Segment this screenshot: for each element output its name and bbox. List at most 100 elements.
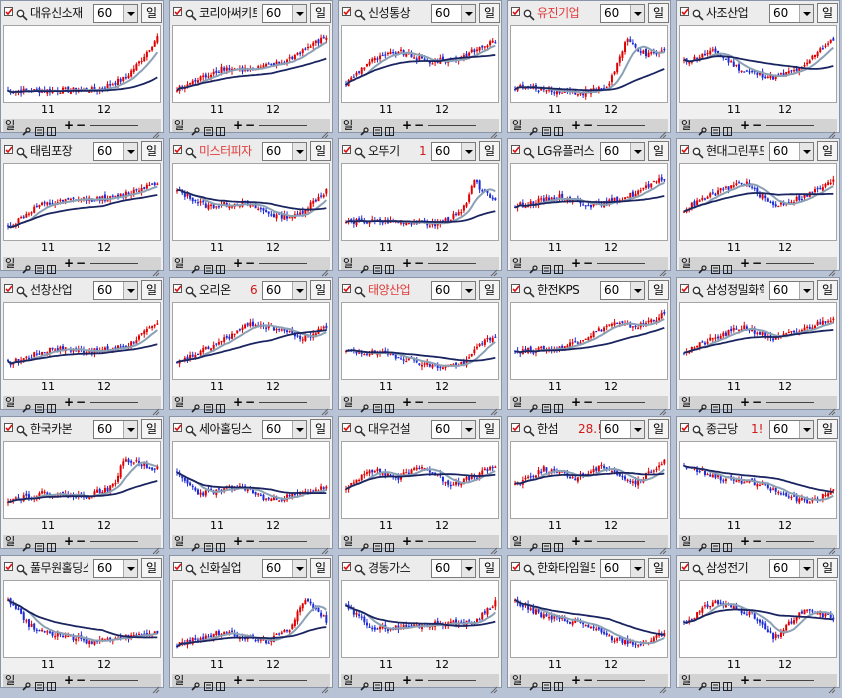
period-select[interactable]: 60 — [769, 142, 814, 161]
link-checkbox[interactable] — [511, 145, 520, 154]
resize-grip-icon[interactable] — [828, 679, 836, 694]
stock-name[interactable]: 세아홀딩스 — [199, 422, 252, 436]
zoom-in-button[interactable]: + — [571, 118, 582, 132]
interval-button[interactable]: 일 — [310, 280, 331, 300]
link-checkbox[interactable] — [173, 562, 182, 571]
zoom-slider[interactable] — [259, 680, 307, 681]
settings-icon[interactable] — [542, 398, 551, 413]
interval-button[interactable]: 일 — [648, 419, 669, 439]
zoom-out-button[interactable]: − — [583, 256, 594, 270]
settings-icon[interactable] — [542, 676, 551, 691]
search-icon[interactable] — [354, 422, 366, 437]
wrench-icon[interactable] — [360, 537, 369, 552]
link-checkbox[interactable] — [4, 284, 13, 293]
stock-name[interactable]: 코리아써키트 — [199, 6, 257, 20]
period-select[interactable]: 60 — [262, 4, 307, 23]
zoom-in-button[interactable]: + — [233, 118, 244, 132]
zoom-in-button[interactable]: + — [64, 118, 75, 132]
link-checkbox[interactable] — [173, 284, 182, 293]
chevron-down-icon[interactable] — [123, 5, 137, 22]
period-select[interactable]: 60 — [769, 559, 814, 578]
zoom-out-button[interactable]: − — [752, 534, 763, 548]
link-checkbox[interactable] — [680, 562, 689, 571]
interval-button[interactable]: 일 — [141, 419, 162, 439]
stock-name[interactable]: 삼성정밀화학 — [706, 283, 764, 297]
zoom-slider[interactable] — [259, 402, 307, 403]
interval-button[interactable]: 일 — [817, 558, 838, 578]
table-icon[interactable] — [385, 259, 394, 274]
stock-name[interactable]: 태림포장 — [30, 144, 73, 158]
search-icon[interactable] — [16, 561, 28, 576]
chevron-down-icon[interactable] — [461, 282, 475, 299]
search-icon[interactable] — [523, 561, 535, 576]
zoom-in-button[interactable]: + — [402, 118, 413, 132]
search-icon[interactable] — [692, 283, 704, 298]
wrench-icon[interactable] — [698, 537, 707, 552]
wrench-icon[interactable] — [22, 121, 31, 136]
wrench-icon[interactable] — [529, 398, 538, 413]
interval-button[interactable]: 일 — [479, 280, 500, 300]
period-select[interactable]: 60 — [431, 559, 476, 578]
link-checkbox[interactable] — [342, 562, 351, 571]
stock-name[interactable]: LG유플러스 — [537, 144, 595, 158]
period-select[interactable]: 60 — [600, 4, 645, 23]
chevron-down-icon[interactable] — [461, 560, 475, 577]
zoom-out-button[interactable]: − — [583, 118, 594, 132]
stock-name[interactable]: 경동가스 — [368, 561, 411, 575]
search-icon[interactable] — [692, 422, 704, 437]
table-icon[interactable] — [47, 398, 56, 413]
interval-button[interactable]: 일 — [479, 3, 500, 23]
zoom-in-button[interactable]: + — [64, 534, 75, 548]
chevron-down-icon[interactable] — [461, 5, 475, 22]
zoom-slider[interactable] — [90, 263, 138, 264]
zoom-out-button[interactable]: − — [752, 118, 763, 132]
zoom-slider[interactable] — [766, 402, 814, 403]
interval-button[interactable]: 일 — [648, 141, 669, 161]
resize-grip-icon[interactable] — [828, 401, 836, 416]
period-select[interactable]: 60 — [600, 281, 645, 300]
settings-icon[interactable] — [711, 398, 720, 413]
period-select[interactable]: 60 — [769, 420, 814, 439]
period-select[interactable]: 60 — [93, 420, 138, 439]
interval-button[interactable]: 일 — [648, 280, 669, 300]
zoom-in-button[interactable]: + — [233, 395, 244, 409]
zoom-in-button[interactable]: + — [571, 395, 582, 409]
period-select[interactable]: 60 — [262, 559, 307, 578]
resize-grip-icon[interactable] — [321, 401, 329, 416]
wrench-icon[interactable] — [191, 398, 200, 413]
settings-icon[interactable] — [204, 121, 213, 136]
wrench-icon[interactable] — [191, 676, 200, 691]
search-icon[interactable] — [523, 6, 535, 21]
table-icon[interactable] — [554, 676, 563, 691]
zoom-slider[interactable] — [428, 402, 476, 403]
zoom-slider[interactable] — [428, 680, 476, 681]
zoom-out-button[interactable]: − — [245, 534, 256, 548]
stock-name[interactable]: 한전KPS — [537, 283, 580, 297]
stock-name[interactable]: 한국카본 — [30, 422, 73, 436]
interval-button[interactable]: 일 — [817, 419, 838, 439]
table-icon[interactable] — [385, 676, 394, 691]
settings-icon[interactable] — [711, 676, 720, 691]
resize-grip-icon[interactable] — [321, 540, 329, 555]
interval-button[interactable]: 일 — [817, 280, 838, 300]
table-icon[interactable] — [723, 398, 732, 413]
resize-grip-icon[interactable] — [321, 679, 329, 694]
table-icon[interactable] — [216, 676, 225, 691]
search-icon[interactable] — [185, 144, 197, 159]
interval-button[interactable]: 일 — [141, 558, 162, 578]
settings-icon[interactable] — [35, 259, 44, 274]
period-select[interactable]: 60 — [769, 281, 814, 300]
chevron-down-icon[interactable] — [799, 421, 813, 438]
settings-icon[interactable] — [35, 121, 44, 136]
chevron-down-icon[interactable] — [630, 560, 644, 577]
zoom-slider[interactable] — [597, 263, 645, 264]
wrench-icon[interactable] — [698, 676, 707, 691]
search-icon[interactable] — [523, 422, 535, 437]
interval-button[interactable]: 일 — [817, 3, 838, 23]
link-checkbox[interactable] — [173, 7, 182, 16]
link-checkbox[interactable] — [4, 423, 13, 432]
settings-icon[interactable] — [204, 676, 213, 691]
wrench-icon[interactable] — [191, 259, 200, 274]
resize-grip-icon[interactable] — [490, 679, 498, 694]
zoom-slider[interactable] — [90, 125, 138, 126]
